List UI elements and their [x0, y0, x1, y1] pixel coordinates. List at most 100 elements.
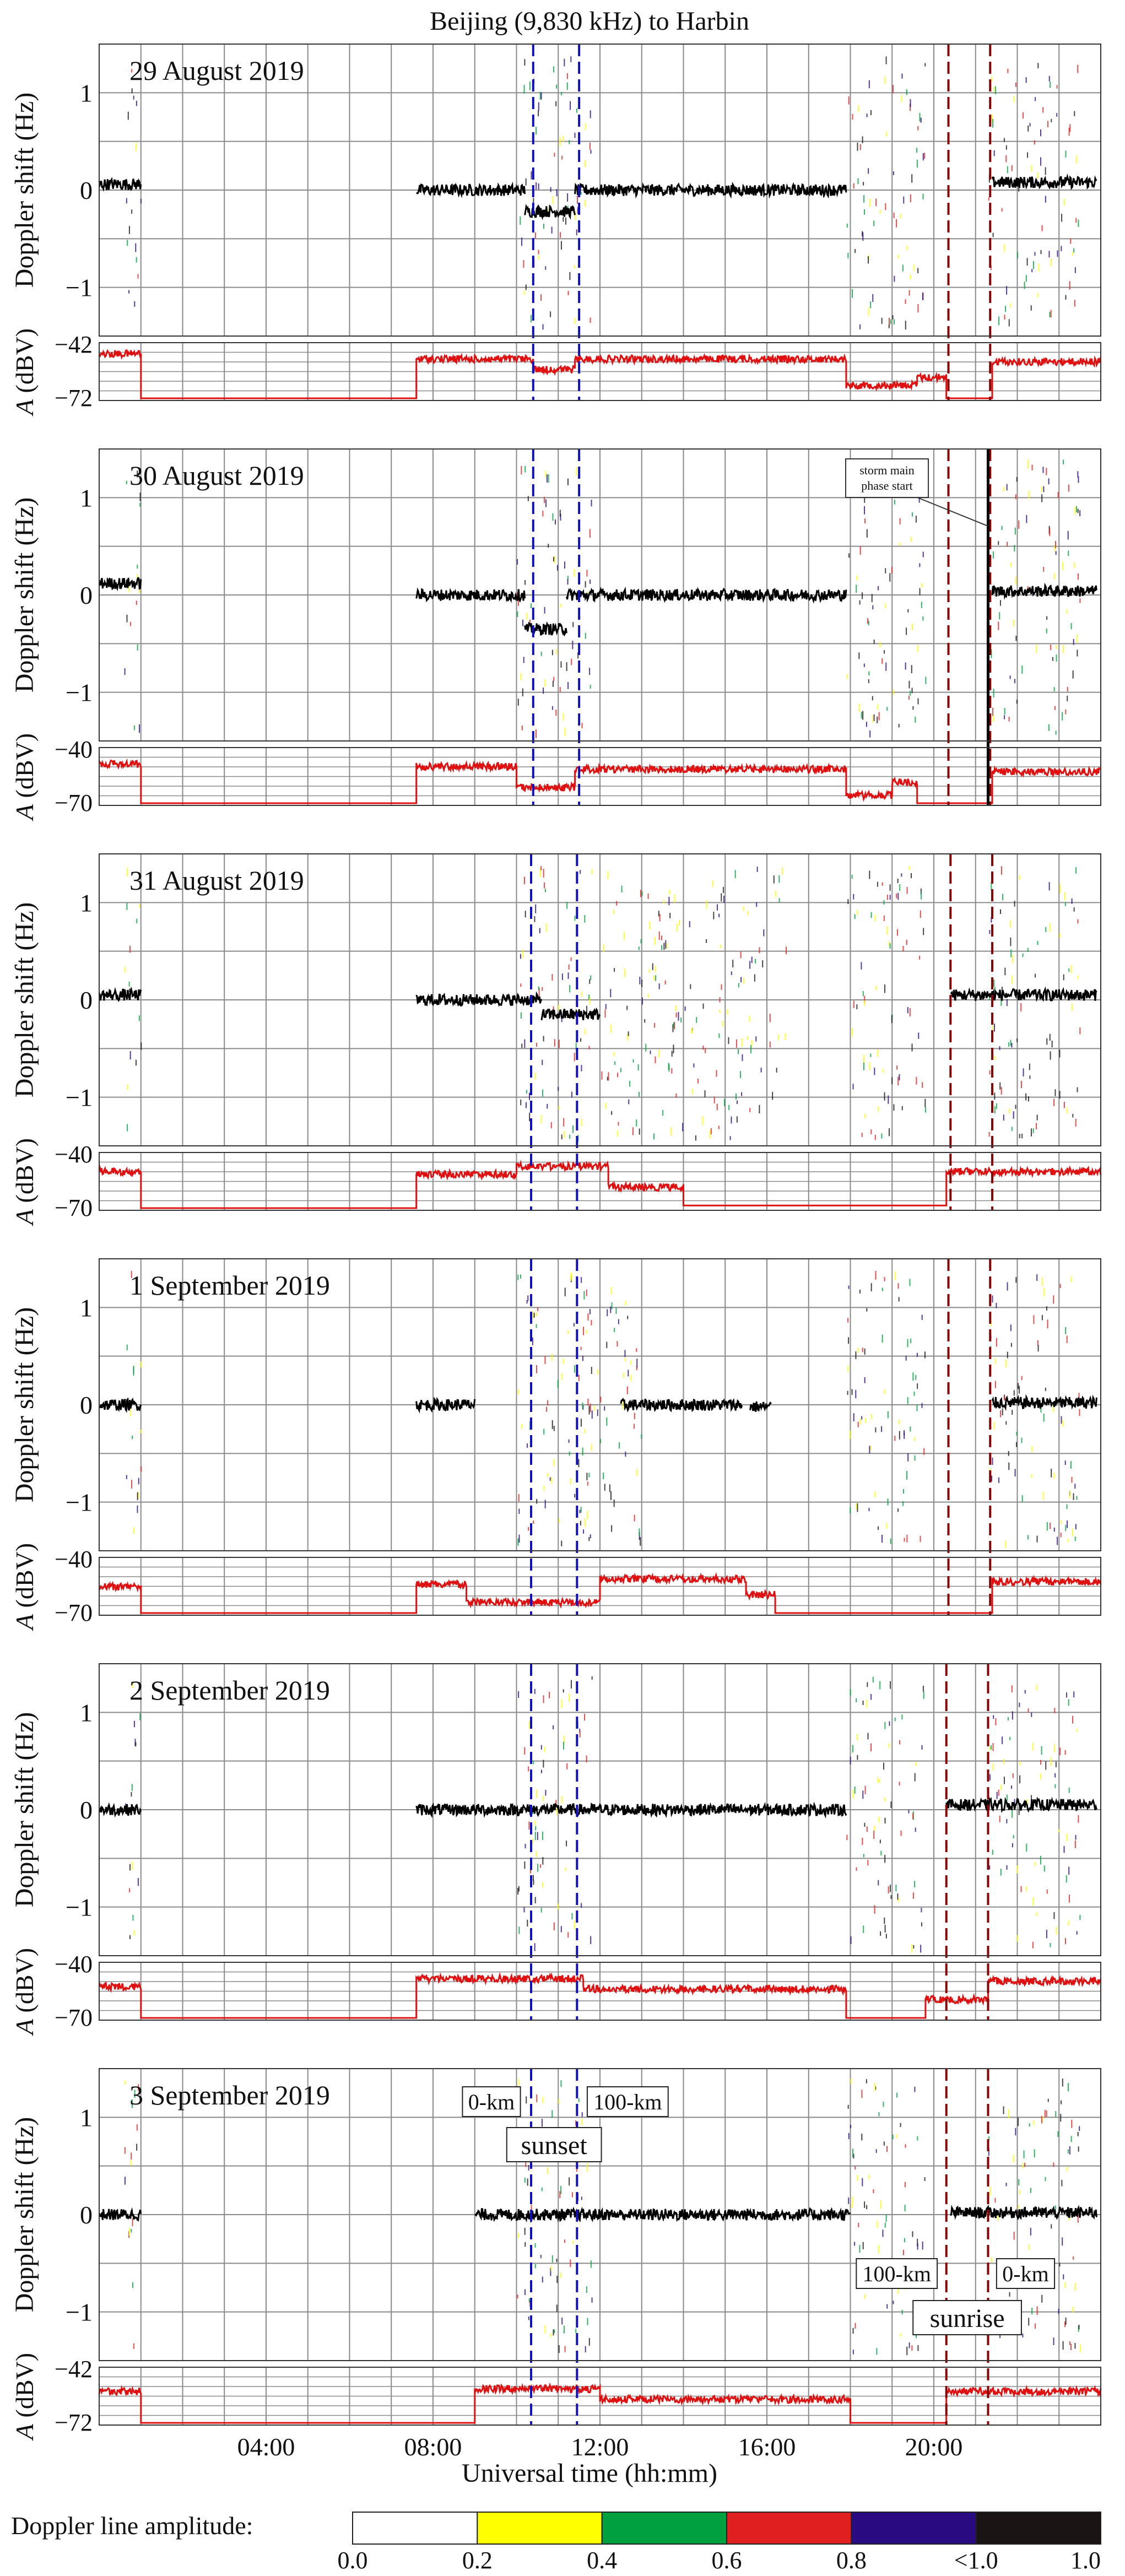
doppler-dot [137, 574, 138, 580]
doppler-dot [993, 715, 994, 722]
doppler-dot [867, 256, 869, 264]
doppler-dot [559, 2191, 561, 2199]
amp-ylabel: A (dBV) [10, 328, 39, 416]
doppler-dot [527, 1295, 529, 1301]
doppler-dot [1045, 167, 1046, 175]
doppler-tick-label: 0 [80, 1391, 93, 1419]
doppler-dot [544, 2325, 546, 2334]
doppler-dot [877, 1777, 879, 1783]
doppler-frame [99, 448, 1101, 742]
doppler-dot [1046, 468, 1047, 475]
doppler-dot [555, 710, 557, 716]
doppler-dot [905, 299, 906, 304]
doppler-dot [124, 967, 126, 973]
doppler-dot [587, 2163, 588, 2172]
doppler-dot [1006, 484, 1008, 491]
doppler-dot [893, 1104, 895, 1111]
doppler-dot [1005, 2183, 1007, 2187]
doppler-dot [553, 1426, 555, 1431]
doppler-dot [659, 913, 661, 922]
doppler-dot [869, 730, 871, 738]
doppler-dot [910, 1338, 912, 1344]
doppler-dot [900, 2333, 901, 2337]
doppler-dot [867, 618, 869, 624]
doppler-dot [769, 1041, 771, 1048]
doppler-dot [852, 2328, 854, 2334]
doppler-dot [1041, 494, 1043, 502]
doppler-dot [896, 2092, 898, 2098]
doppler-dot [1059, 1049, 1061, 1058]
doppler-dot [901, 873, 902, 877]
doppler-dot [1037, 63, 1039, 68]
doppler-dot [995, 1718, 997, 1725]
doppler-dot [520, 216, 521, 225]
amp-tick-top: −42 [55, 2356, 93, 2383]
doppler-dot [877, 881, 878, 887]
colorbar-tick-label: 0.8 [836, 2547, 867, 2574]
doppler-dot [138, 2084, 139, 2091]
doppler-dot [534, 1943, 536, 1951]
doppler-dot [132, 1683, 133, 1689]
doppler-dot [851, 1389, 853, 1395]
doppler-dot [1059, 933, 1061, 938]
doppler-dot [868, 620, 869, 626]
doppler-dot [1061, 2179, 1063, 2187]
doppler-dot [553, 1922, 555, 1931]
doppler-dot [639, 1128, 640, 1135]
doppler-dot [914, 2086, 916, 2092]
doppler-dot [1024, 2162, 1026, 2167]
doppler-dot [915, 1762, 917, 1767]
doppler-dot [1008, 1042, 1010, 1047]
doppler-dot [884, 1389, 885, 1394]
doppler-dot [1000, 1868, 1002, 1876]
doppler-dot [676, 923, 678, 932]
doppler-dot [647, 993, 649, 998]
doppler-dot [749, 1108, 751, 1112]
doppler-dot [1077, 975, 1079, 979]
doppler-dot [544, 679, 546, 687]
doppler-dot [1047, 1319, 1048, 1329]
doppler-dot [678, 1012, 679, 1021]
doppler-dot [128, 290, 130, 294]
sunrise-0km-label: 0-km [1002, 2261, 1048, 2286]
doppler-dot [903, 196, 905, 204]
doppler-dot [1073, 248, 1075, 253]
doppler-dot [566, 82, 568, 90]
doppler-dot [547, 1400, 549, 1406]
doppler-dot [591, 1367, 592, 1374]
doppler-dot [870, 1743, 872, 1752]
doppler-dot [575, 211, 576, 220]
doppler-dot [545, 499, 547, 507]
doppler-dot [1007, 68, 1009, 73]
doppler-dot [1053, 1295, 1054, 1304]
doppler-dot [628, 1370, 629, 1377]
doppler-dot [1017, 2117, 1019, 2126]
doppler-dot [902, 1489, 904, 1494]
doppler-dot [865, 1417, 867, 1423]
doppler-dot [884, 1722, 886, 1729]
doppler-ylabel: Doppler shift (Hz) [10, 2117, 39, 2313]
doppler-tick-label: 0 [80, 1796, 93, 1824]
amp-ylabel-symbol: A [10, 2423, 39, 2441]
doppler-dot [1060, 1520, 1062, 1524]
doppler-dot [560, 661, 562, 668]
doppler-dot [898, 1297, 900, 1302]
doppler-dot [1073, 1691, 1075, 1698]
amp-ylabel: A (dBV) [10, 1138, 39, 1226]
doppler-dot [577, 196, 578, 204]
doppler-ylabel: Doppler shift (Hz) [10, 902, 39, 1098]
doppler-dot [543, 1695, 544, 1703]
storm-annotation-line1: storm main [859, 463, 915, 477]
doppler-dot [130, 2160, 132, 2166]
doppler-dot [131, 1784, 133, 1791]
doppler-dot [847, 1318, 849, 1323]
doppler-dot [529, 619, 531, 625]
doppler-dot [518, 1494, 520, 1502]
doppler-dot [551, 650, 553, 656]
doppler-dot [538, 988, 540, 997]
doppler-dot [542, 511, 544, 517]
doppler-dot [1055, 551, 1057, 555]
doppler-dot [743, 977, 745, 984]
doppler-dot [127, 240, 128, 246]
